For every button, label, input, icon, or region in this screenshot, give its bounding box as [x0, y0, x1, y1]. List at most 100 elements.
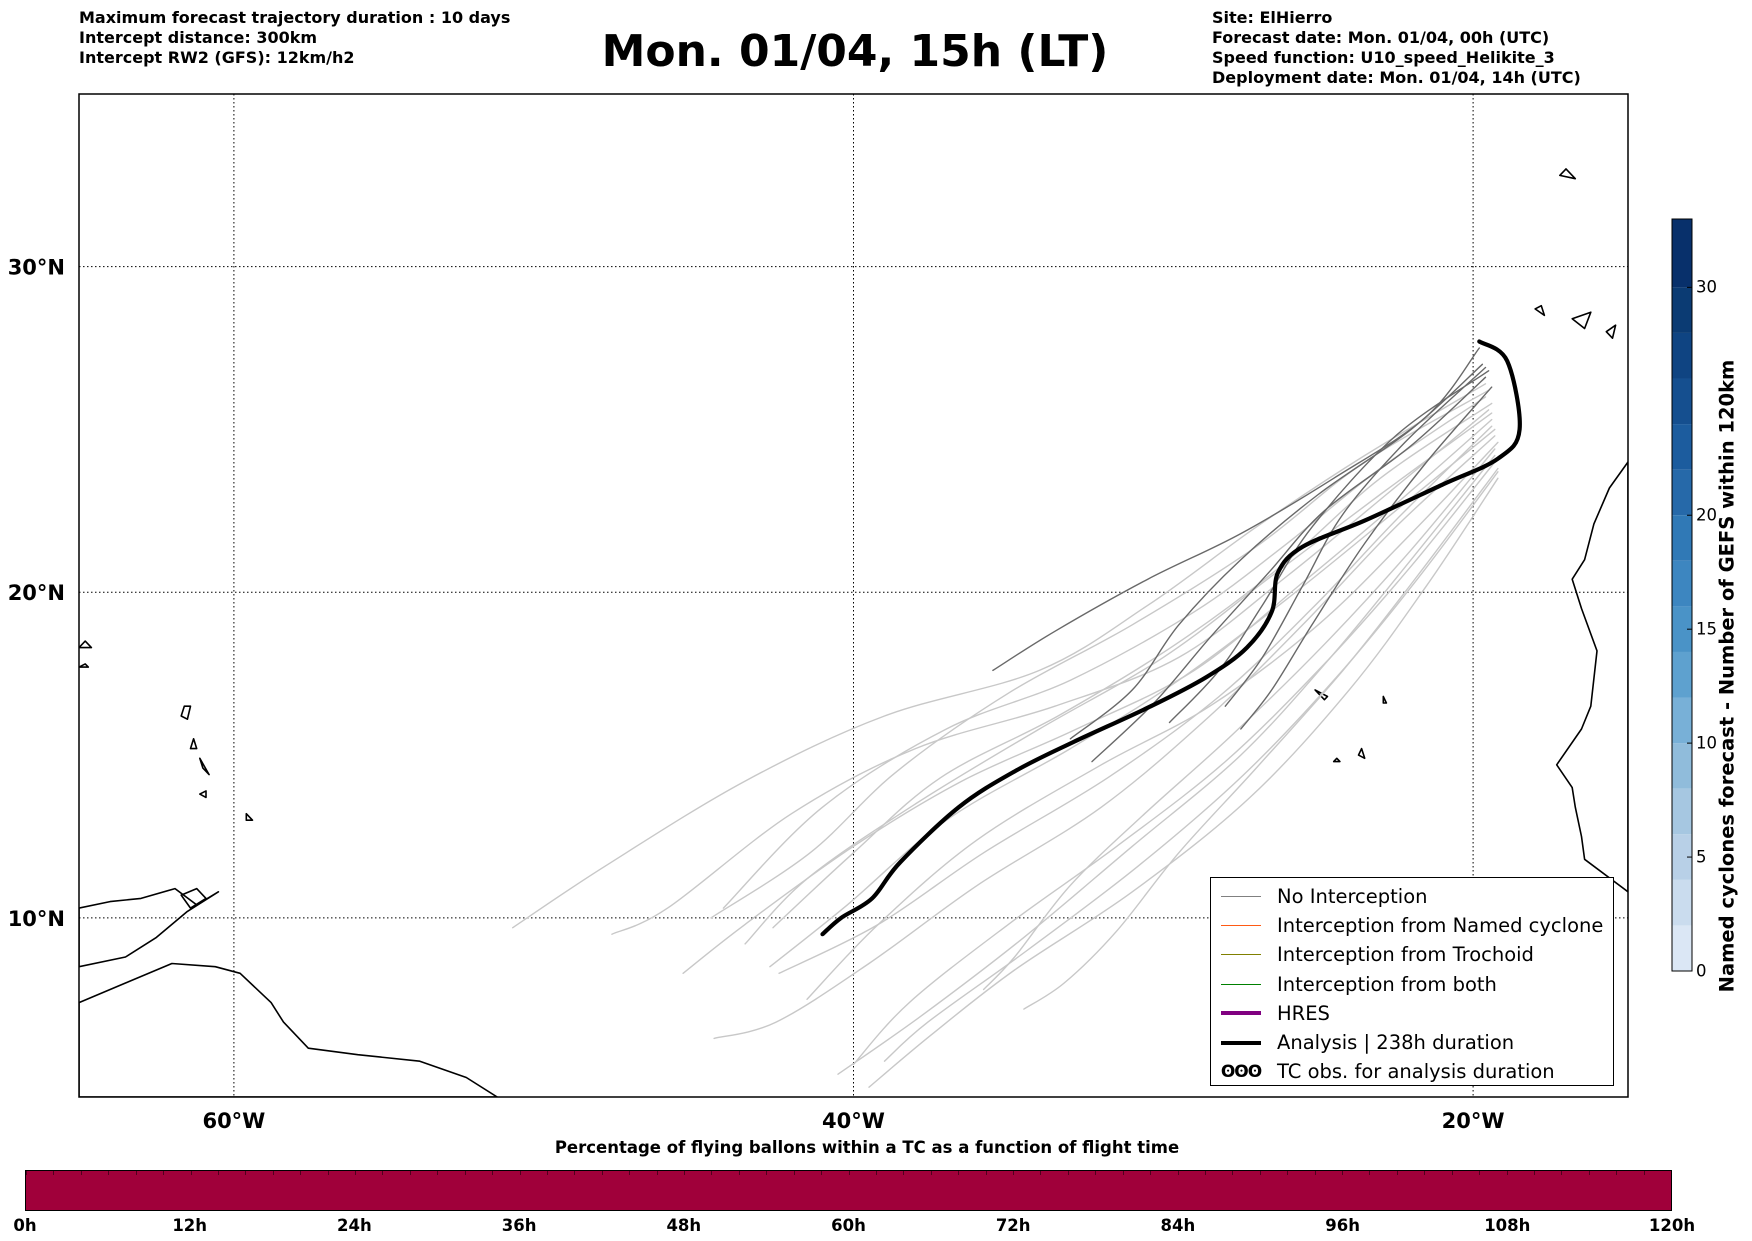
page-title: Mon. 01/04, 15h (LT) — [601, 26, 1109, 77]
timebar-minor-tick — [1561, 1171, 1563, 1175]
legend-label: Interception from Trochoid — [1277, 943, 1534, 967]
legend-swatch — [1221, 925, 1261, 927]
timebar-minor-tick — [985, 1171, 987, 1175]
timebar-minor-tick — [875, 1171, 877, 1175]
colorbar-segment — [1672, 606, 1692, 652]
coastline-polygon — [1534, 304, 1546, 317]
flight-time-bar — [25, 1170, 1672, 1211]
timebar-minor-tick — [300, 1171, 302, 1175]
ensemble-trajectory-line — [868, 477, 1499, 1088]
coastline-polygon — [1571, 311, 1592, 330]
colorbar-tick-label: 30 — [1696, 277, 1717, 297]
coastlines — [79, 168, 1628, 1097]
timebar-minor-tick — [1040, 1171, 1042, 1175]
timebar-minor-tick — [327, 1171, 329, 1175]
longitude-tick-label: 40°W — [822, 1109, 885, 1133]
coastline-polygon — [180, 887, 207, 909]
timebar-minor-tick — [1067, 1171, 1069, 1175]
legend-label: Interception from Named cyclone — [1277, 914, 1604, 938]
ensemble-trajectory-line — [713, 435, 1496, 1040]
ensemble-trajectory-line — [778, 425, 1493, 974]
timebar-minor-tick — [1506, 1171, 1508, 1175]
legend-item-no-interception: No Interception — [1211, 882, 1613, 911]
timebar-minor-tick — [53, 1171, 55, 1175]
timebar-tick-label: 36h — [501, 1216, 537, 1235]
timebar-minor-tick — [437, 1171, 439, 1175]
legend-swatch — [1221, 1040, 1261, 1045]
longitude-tick-label: 60°W — [202, 1109, 265, 1133]
cyclone-colorbar — [1671, 218, 1693, 972]
coastline-polygon — [189, 737, 198, 750]
coastline-polygon — [1357, 747, 1366, 760]
timebar-minor-tick — [711, 1171, 713, 1175]
timebar-minor-tick — [1588, 1171, 1590, 1175]
site-info: Site: ElHierro Forecast date: Mon. 01/04… — [1212, 8, 1581, 88]
legend-swatch — [1221, 1011, 1261, 1016]
colorbar-segment — [1672, 651, 1692, 698]
timebar-minor-tick — [684, 1171, 685, 1175]
ensemble-trajectory-line — [769, 428, 1496, 968]
analysis-trajectory — [820, 339, 1522, 937]
timebar-minor-tick — [80, 1171, 82, 1175]
legend-swatch — [1221, 896, 1261, 898]
timebar-minor-tick — [574, 1171, 576, 1175]
timebar-minor-tick — [409, 1171, 411, 1175]
legend-swatch — [1221, 983, 1261, 985]
colorbar-segment — [1672, 219, 1692, 288]
timebar-minor-tick — [738, 1171, 740, 1175]
coastline-polygon — [245, 812, 254, 822]
colorbar-segment — [1672, 469, 1692, 516]
ensemble-trajectory-line — [982, 448, 1496, 991]
ensemble-trajectory-line — [1023, 467, 1499, 1010]
legend-label: HRES — [1277, 1001, 1330, 1025]
ensemble-trajectory-line — [611, 409, 1490, 935]
colorbar-segment — [1672, 879, 1692, 926]
site-text: Site: ElHierro — [1212, 8, 1333, 27]
colorbar-segment — [1672, 697, 1692, 744]
timebar-minor-tick — [958, 1171, 960, 1175]
timebar-minor-tick — [766, 1171, 768, 1175]
coastline-polygon — [199, 790, 207, 799]
colorbar-tick-label: 0 — [1696, 961, 1707, 981]
timebar-minor-tick — [1671, 1171, 1672, 1175]
timebar-minor-tick — [272, 1171, 274, 1175]
intercept-distance-text: Intercept distance: 300km — [79, 28, 318, 47]
longitude-tick-label: 20°W — [1442, 1109, 1505, 1133]
coastline-polygon — [79, 663, 90, 668]
timebar-minor-tick — [108, 1171, 110, 1175]
tc-obs-symbol-icon: ʘʘʘ — [1220, 1061, 1262, 1082]
timebar-minor-tick — [1479, 1171, 1481, 1175]
timebar-minor-tick — [26, 1171, 27, 1175]
ensemble-trajectory-line — [512, 383, 1487, 929]
timebar-minor-tick — [1451, 1171, 1453, 1175]
deployment-date-text: Deployment date: Mon. 01/04, 14h (UTC) — [1212, 68, 1581, 87]
timebar-minor-tick — [1232, 1171, 1234, 1175]
colorbar-segment — [1672, 287, 1692, 333]
timebar-minor-tick — [793, 1171, 795, 1175]
timebar-tick-label: 48h — [666, 1216, 702, 1235]
timebar-minor-tick — [930, 1171, 932, 1175]
colorbar-segment — [1672, 515, 1692, 561]
ensemble-trajectory-line — [772, 402, 1493, 929]
timebar-minor-tick — [135, 1171, 137, 1175]
speed-function-text: Speed function: U10_speed_Helikite_3 — [1212, 48, 1555, 67]
timebar-minor-tick — [245, 1171, 247, 1175]
colorbar-tick-label: 20 — [1696, 505, 1717, 525]
legend-item-analysis: Analysis | 238h duration — [1211, 1028, 1613, 1057]
timebar-minor-tick — [1204, 1171, 1206, 1175]
timebar-title: Percentage of flying ballons within a TC… — [554, 1138, 1180, 1157]
timebar-minor-tick — [1533, 1171, 1535, 1175]
coastline-polygon — [1332, 757, 1341, 763]
coastline-polygon — [1555, 461, 1628, 893]
legend-item-tc-obs: ʘʘʘ TC obs. for analysis duration — [1211, 1057, 1613, 1086]
timebar-minor-tick — [656, 1171, 658, 1175]
timebar-tick-label: 96h — [1325, 1216, 1360, 1235]
colorbar-frame — [1671, 218, 1693, 972]
legend-item-hres: HRES — [1211, 999, 1613, 1028]
colorbar-segment — [1672, 378, 1692, 425]
coastline-polygon — [1314, 689, 1329, 701]
timebar-minor-tick — [163, 1171, 165, 1175]
latitude-tick-label: 30°N — [8, 256, 65, 280]
timebar-minor-tick — [903, 1171, 905, 1175]
timebar-minor-tick — [492, 1171, 494, 1175]
